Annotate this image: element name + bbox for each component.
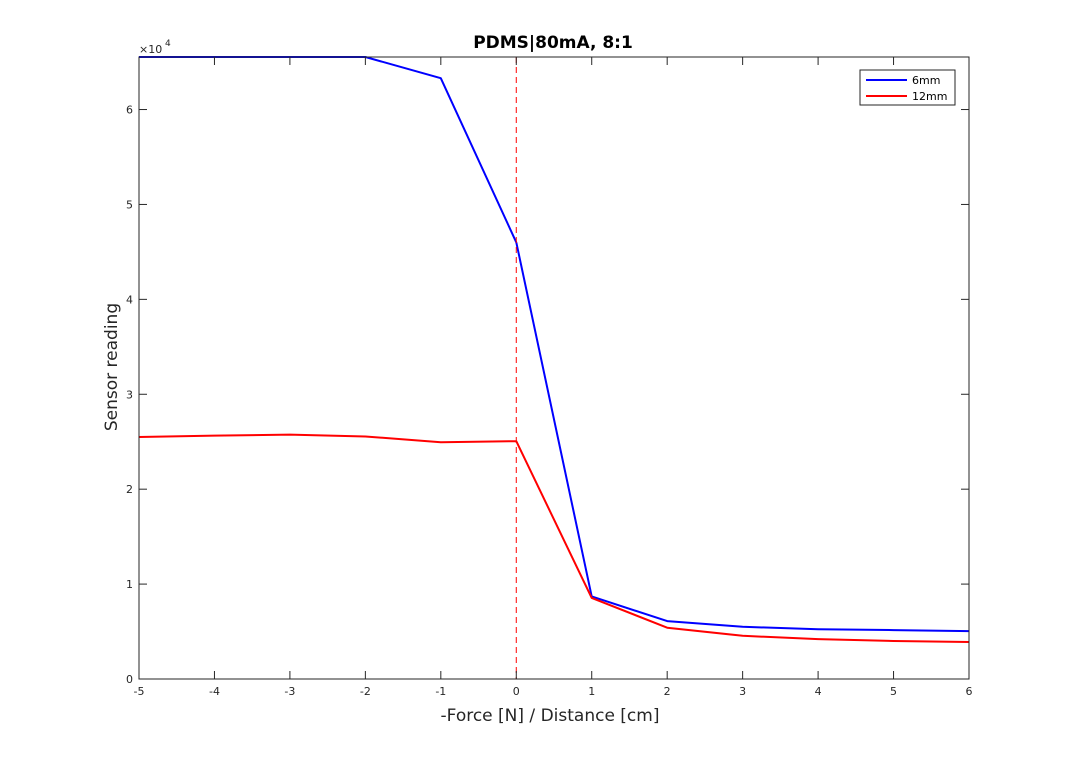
y-tick-label: 3 bbox=[126, 388, 133, 401]
x-tick-label: -2 bbox=[360, 685, 371, 698]
series-line-12mm bbox=[138, 433, 970, 643]
x-axis-label: -Force [N] / Distance [cm] bbox=[441, 706, 660, 726]
y-tick-label: 0 bbox=[126, 673, 133, 686]
legend-label-6mm: 6mm bbox=[912, 74, 940, 87]
x-tick-label: 2 bbox=[664, 685, 671, 698]
x-tick-label: -4 bbox=[209, 685, 220, 698]
y-tick-label: 2 bbox=[126, 483, 133, 496]
x-tick-label: -3 bbox=[284, 685, 295, 698]
x-tick-label: 4 bbox=[815, 685, 822, 698]
y-axis-label: Sensor reading bbox=[102, 303, 122, 431]
y-tick-label: 6 bbox=[126, 104, 133, 117]
x-tick-label: 6 bbox=[966, 685, 973, 698]
legend-box bbox=[859, 69, 956, 106]
x-tick-label: 1 bbox=[588, 685, 595, 698]
axes-box bbox=[138, 56, 970, 680]
y-tick-label: 5 bbox=[126, 198, 133, 211]
y-exponent-base: ×10 bbox=[139, 43, 162, 56]
x-tick-label: 5 bbox=[890, 685, 897, 698]
plot-area bbox=[139, 57, 969, 679]
y-tick-label: 4 bbox=[126, 293, 133, 306]
x-tick-label: -5 bbox=[134, 685, 145, 698]
y-tick-label: 1 bbox=[126, 578, 133, 591]
x-tick-label: 3 bbox=[739, 685, 746, 698]
legend: 6mm 12mm bbox=[859, 69, 956, 106]
x-tick-label: -1 bbox=[435, 685, 446, 698]
x-tick-label: 0 bbox=[513, 685, 520, 698]
y-exponent-power: 4 bbox=[165, 39, 171, 49]
legend-label-12mm: 12mm bbox=[912, 90, 947, 103]
y-exponent: ×10 4 bbox=[139, 39, 171, 56]
chart-title: PDMS|80mA, 8:1 bbox=[473, 33, 633, 53]
